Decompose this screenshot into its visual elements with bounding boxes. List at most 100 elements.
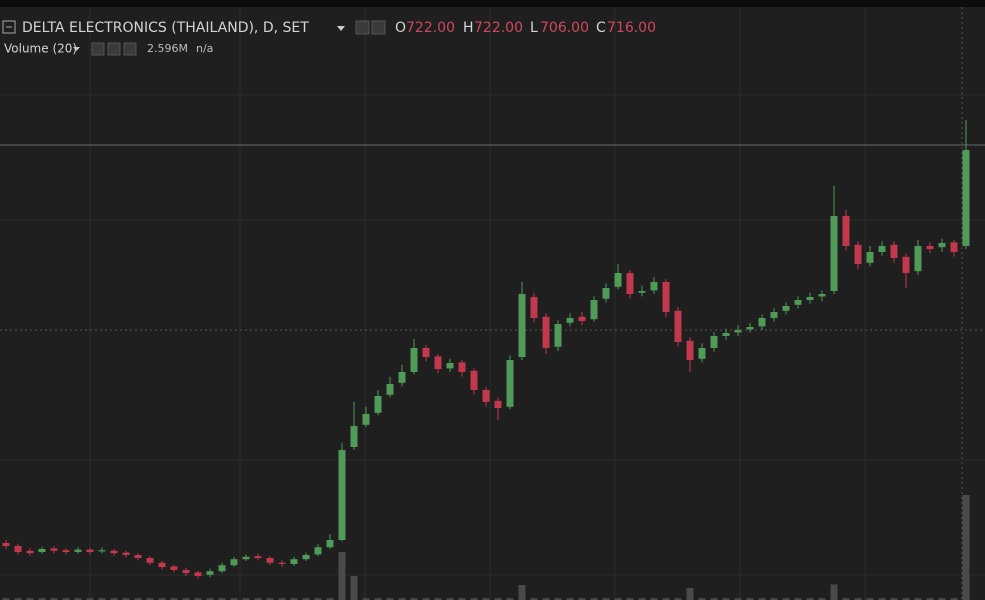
volume-bar	[122, 598, 130, 600]
volume-bar	[506, 598, 514, 600]
candle-body	[722, 333, 730, 336]
volume-bar	[362, 598, 370, 600]
candle-body	[86, 549, 94, 552]
volume-bar	[710, 598, 718, 600]
candle-body	[2, 543, 10, 546]
candle-body	[710, 336, 718, 348]
candle-body	[206, 571, 214, 575]
candle-body	[578, 316, 586, 321]
volume-bar	[602, 598, 610, 600]
ohlc-value: 722.00	[474, 20, 523, 36]
volume-bar	[494, 598, 502, 600]
volume-bar	[86, 598, 94, 600]
volume-bar	[662, 598, 670, 600]
legend-header: DELTA ELECTRONICS (THAILAND), D, SET O 7…	[2, 20, 656, 56]
volume-bar	[242, 598, 250, 600]
volume-bar	[158, 598, 166, 600]
dropdown[interactable]	[73, 47, 80, 51]
volume-bar	[566, 598, 574, 600]
volume-value: 2.596M	[147, 42, 188, 55]
candle-body	[446, 363, 454, 369]
grid	[0, 7, 985, 600]
volume-bar	[206, 598, 214, 600]
volume-bar	[278, 598, 286, 600]
volume-bar	[794, 598, 802, 600]
volume-bar	[62, 598, 70, 600]
volume-bar	[686, 588, 694, 600]
volume-bar	[518, 585, 526, 600]
volume-bar	[890, 598, 898, 600]
volume-bar	[746, 598, 754, 600]
volume-bar	[446, 598, 454, 600]
volume-bar	[74, 598, 82, 600]
candle-body	[602, 288, 610, 299]
settings-button[interactable]	[371, 20, 386, 35]
volume-bar	[422, 598, 430, 600]
remove-button[interactable]	[123, 42, 137, 56]
candle-body	[98, 550, 106, 552]
candle-body	[122, 552, 130, 555]
settings-button[interactable]	[107, 42, 121, 56]
candle-body	[398, 372, 406, 383]
volume-bar	[554, 598, 562, 600]
volume-bar	[2, 598, 10, 600]
candle-body	[890, 244, 898, 258]
volume-bar	[650, 598, 658, 600]
candle-body	[218, 565, 226, 572]
candle-body	[110, 550, 118, 554]
candle-body	[338, 450, 346, 540]
candle-body	[14, 546, 22, 552]
volume-bar	[962, 495, 970, 600]
volume-bar	[290, 598, 298, 600]
candle-body	[758, 318, 766, 327]
eye-button[interactable]	[91, 42, 105, 56]
candle-body	[962, 150, 970, 246]
volume-bar	[38, 598, 46, 600]
candle-body	[566, 318, 574, 323]
volume-bar	[170, 598, 178, 600]
candle-body	[62, 550, 70, 552]
candle-body	[374, 396, 382, 413]
candle-body	[494, 400, 502, 408]
volume-bar	[326, 598, 334, 600]
ohlc-key: L	[530, 20, 538, 36]
volume-bar	[638, 598, 646, 600]
volume-bar	[722, 598, 730, 600]
volume-bar	[146, 598, 154, 600]
volume-extra: n/a	[196, 42, 213, 55]
collapse-button[interactable]	[2, 20, 16, 34]
volume-bar	[902, 598, 910, 600]
eye-button[interactable]	[355, 20, 370, 35]
candle-body	[794, 300, 802, 305]
candle-body	[878, 246, 886, 252]
volume-bar	[950, 598, 958, 600]
volume-bar	[530, 598, 538, 600]
volume-bar	[374, 598, 382, 600]
ohlc-key: H	[463, 20, 474, 36]
volume-study-name: Volume (20)	[4, 42, 77, 56]
candle-body	[650, 282, 658, 291]
volume-bar	[818, 598, 826, 600]
candle-body	[170, 566, 178, 570]
volume-bar	[866, 598, 874, 600]
candle-body	[314, 547, 322, 555]
volume-bar	[698, 598, 706, 600]
volume-bar	[314, 598, 322, 600]
candle-body	[266, 558, 274, 563]
ohlc-value: 706.00	[540, 20, 589, 36]
volume-bar	[842, 598, 850, 600]
dropdown[interactable]	[337, 26, 345, 31]
candle-body	[410, 348, 418, 372]
candle-body	[626, 273, 634, 294]
volume-bar	[110, 598, 118, 600]
plot	[2, 120, 970, 600]
candle-body	[74, 549, 82, 552]
candle-body	[854, 244, 862, 264]
top-strip	[0, 0, 985, 7]
ohlc-value: 716.00	[607, 20, 656, 36]
candle-body	[950, 242, 958, 252]
volume-bar	[350, 576, 358, 600]
volume-bar	[578, 598, 586, 600]
candle-body	[518, 294, 526, 357]
